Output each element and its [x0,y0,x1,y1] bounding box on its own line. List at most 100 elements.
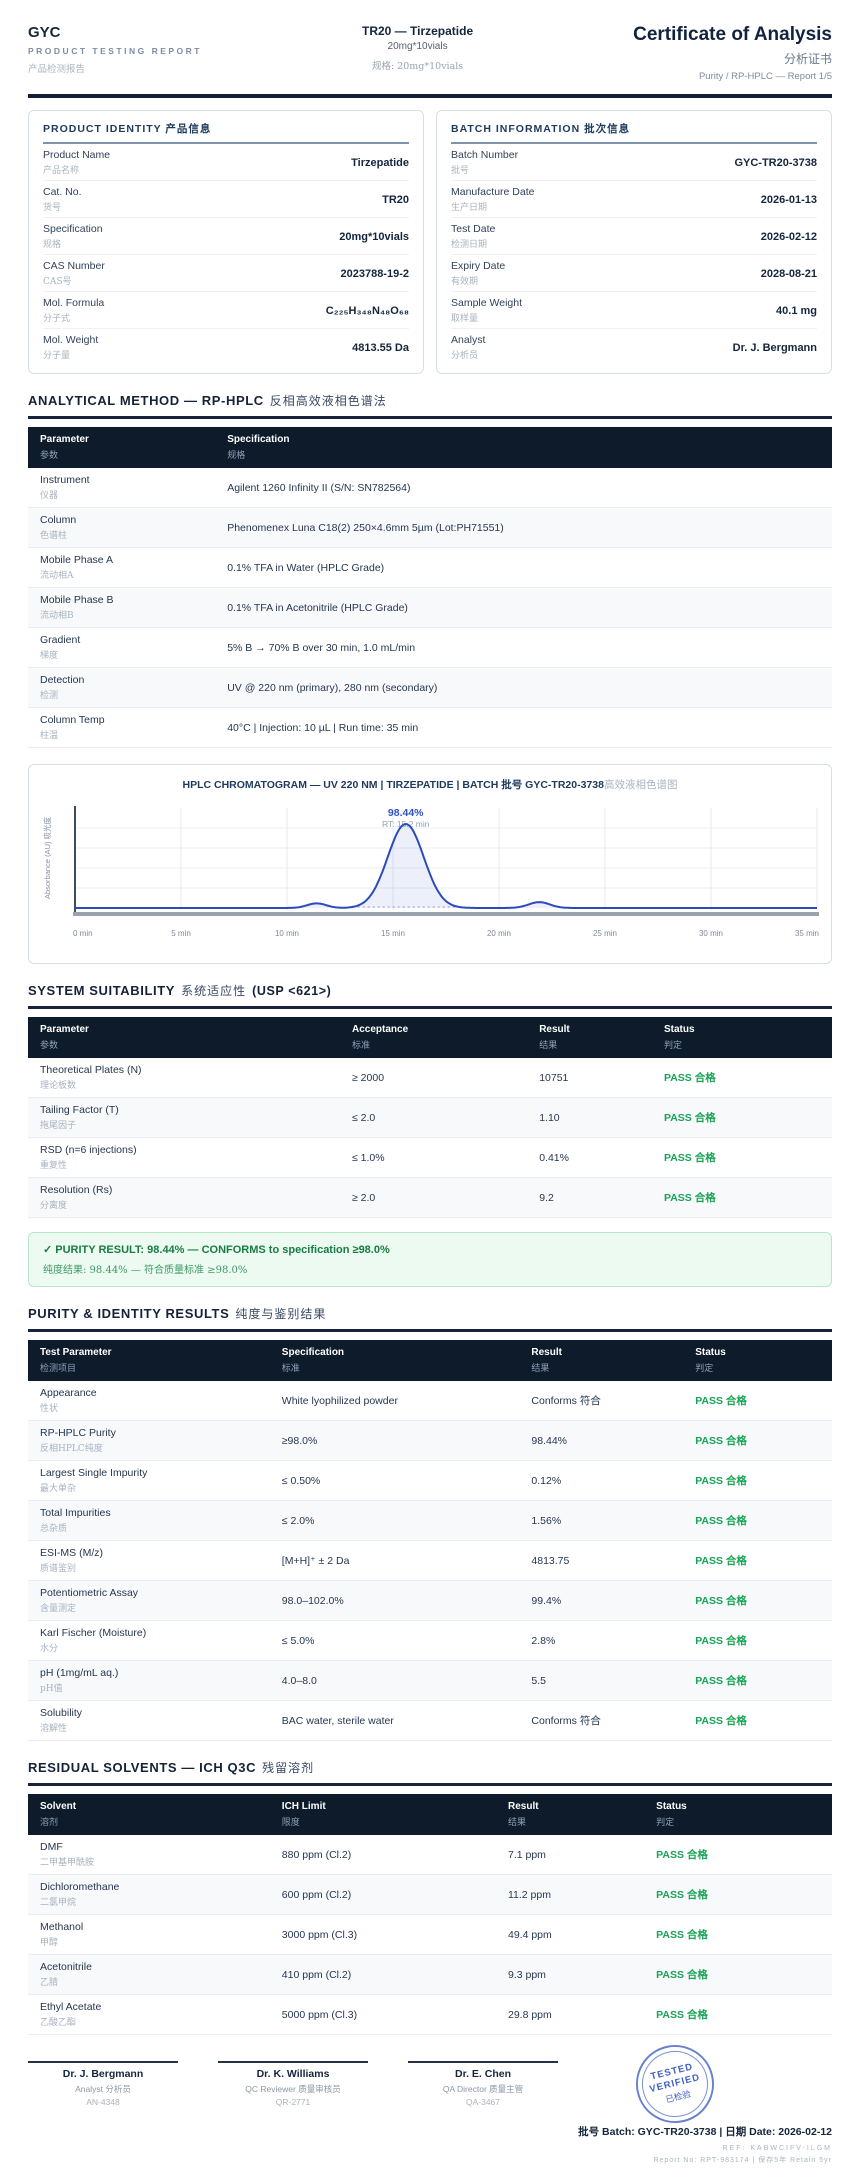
info-labels: Mol. Weight 分子量 [43,334,98,361]
row-parameter: Mobile Phase B [40,594,114,606]
row-status: PASS 合格 [695,1635,747,1647]
chromatogram-svg: Absorbance (AU) 吸光度 0 min 5 min 10 min 15 mi… [42,806,819,938]
info-value: 2026-02-12 [760,230,817,243]
method-col-parameter: Parameter 参数 [40,434,89,460]
info-label: Sample Weight [451,297,523,309]
row-parameter-zh: 柱温 [40,731,59,741]
row-specification: 0.1% TFA in Acetonitrile (HPLC Grade) [227,601,408,614]
table-row: Ethyl Acetate 乙酸乙酯 5000 ppm (Cl.3) 29.8 … [28,1995,832,2035]
row-status: PASS 合格 [656,2009,708,2021]
row-result: 49.4 ppm [507,1928,552,1941]
table-row: Mobile Phase B 流动相B 0.1% TFA in Acetonit… [28,588,832,628]
info-label-zh: 分析员 [451,351,479,361]
row-specification: ≥98.0% [281,1434,318,1447]
signer-role: QC Reviewer 质量审核员 [245,2084,341,2094]
info-row: CAS Number CAS号 2023788-19-2 [43,255,409,292]
table-row: RSD (n=6 injections) 重复性 ≤ 1.0% 0.41% PA… [28,1138,832,1178]
section-rule [28,1006,832,1009]
purity-results-section: PURITY & IDENTITY RESULTS 纯度与鉴别结果 Test Pa… [28,1305,832,1741]
row-status: PASS 合格 [663,1192,716,1204]
info-labels: Specification 规格 [43,223,103,250]
row-parameter-zh: 重复性 [40,1161,68,1171]
chromatogram-card: HPLC CHROMATOGRAM — UV 220 NM | TIRZEPAT… [28,764,832,964]
row-result: 7.1 ppm [507,1848,546,1861]
table-row: ESI-MS (M/z) 质谱鉴别 [M+H]⁺ ± 2 Da 4813.75 … [28,1541,832,1581]
row-status: PASS 合格 [695,1675,747,1687]
footer-meta: 批号 Batch: GYC-TR20-3738 | 日期 Date: 2026-… [578,2124,832,2165]
row-solvent: Methanol [40,1921,84,1933]
signer-name: Dr. E. Chen [454,2068,511,2080]
info-label: Analyst [451,334,486,346]
row-result: 1.56% [531,1514,562,1527]
signer-role: Analyst 分析员 [75,2084,131,2094]
row-parameter-zh: 质谱鉴别 [40,1564,77,1574]
table-row: Gradient 梯度 5% B → 70% B over 30 min, 1.… [28,628,832,668]
signer-id: QA-3467 [465,2097,501,2107]
batch-information-title: BATCH INFORMATION 批次信息 [451,121,817,144]
row-specification: 40°C | Injection: 10 µL | Run time: 35 m… [227,721,419,734]
row-parameter-zh: 检测 [40,691,59,701]
analytical-method-title: ANALYTICAL METHOD — RP-HPLC [28,393,264,408]
info-label-zh: 分子量 [43,351,71,361]
product-identity-title: PRODUCT IDENTITY 产品信息 [43,121,409,144]
info-label: Mol. Formula [43,297,105,309]
row-result: 1.10 [539,1111,560,1124]
row-parameter: Largest Single Impurity [40,1467,148,1479]
row-result: 99.4% [531,1594,562,1607]
doc-title-block: Certificate of Analysis 分析证书 Purity / RP… [633,24,832,82]
row-result: 11.2 ppm [507,1888,551,1901]
info-label: Manufacture Date [451,186,535,198]
info-label-zh: CAS号 [43,277,72,287]
row-parameter-zh: 性状 [40,1404,59,1414]
row-limit: 410 ppm (Cl.2) [281,1968,352,1981]
svg-text:25 min: 25 min [593,929,617,938]
info-value: TR20 [382,193,409,206]
info-row: Batch Number 批号 GYC-TR20-3738 [451,144,817,181]
row-acceptance: ≥ 2.0 [352,1191,376,1204]
table-row: Detection 检测 UV @ 220 nm (primary), 280 … [28,668,832,708]
header-divider [28,94,832,98]
info-label-zh: 规格 [43,240,62,250]
row-solvent: Acetonitrile [40,1961,92,1973]
row-parameter: Resolution (Rs) [40,1184,113,1196]
row-parameter-zh: 水分 [40,1644,59,1654]
info-value: 4813.55 Da [352,341,409,354]
info-row: Analyst 分析员 Dr. J. Bergmann [451,329,817,365]
row-solvent-zh: 乙酸乙酯 [40,2018,77,2028]
table-row: RP-HPLC Purity 反相HPLC纯度 ≥98.0% 98.44% PA… [28,1421,832,1461]
residual-table-body: DMF 二甲基甲酰胺 880 ppm (Cl.2) 7.1 ppm PASS 合… [28,1835,832,2035]
table-row: Karl Fischer (Moisture) 水分 ≤ 5.0% 2.8% P… [28,1621,832,1661]
row-result: 4813.75 [531,1554,570,1567]
row-parameter-zh: 含量测定 [40,1604,77,1614]
info-label-zh: 检测日期 [451,240,488,250]
signer-name: Dr. J. Bergmann [62,2068,144,2080]
row-parameter-zh: 梯度 [40,651,59,661]
row-status: PASS 合格 [695,1475,747,1487]
info-label-zh: 取样量 [451,314,479,324]
row-specification: 4.0–8.0 [281,1674,317,1687]
row-parameter-zh: 分离度 [40,1201,68,1211]
signer-id: QR-2771 [275,2097,311,2107]
purity-result-banner: ✓ PURITY RESULT: 98.44% — CONFORMS to sp… [28,1232,832,1287]
chromatogram-title: HPLC CHROMATOGRAM — UV 220 NM | TIRZEPAT… [182,779,678,791]
row-parameter-zh: 仪器 [40,491,59,501]
signature-block: Dr. K. Williams QC Reviewer 质量审核员 QR-277… [218,2061,368,2107]
row-result: 5.5 [531,1674,546,1687]
row-specification: 98.0–102.0% [281,1594,344,1607]
product-spec-zh: 规格: 20mg*10vials [371,61,464,72]
table-row: Largest Single Impurity 最大单杂 ≤ 0.50% 0.1… [28,1461,832,1501]
doc-title-zh: 分析证书 [783,52,832,66]
section-rule [28,1329,832,1332]
info-labels: Mol. Formula 分子式 [43,297,104,324]
info-labels: Manufacture Date 生产日期 [451,186,534,213]
table-row: Mobile Phase A 流动相A 0.1% TFA in Water (H… [28,548,832,588]
row-parameter: Solubility [40,1707,83,1719]
info-value: 2028-08-21 [760,267,817,280]
table-row: Tailing Factor (T) 拖尾因子 ≤ 2.0 1.10 PASS … [28,1098,832,1138]
info-value: GYC-TR20-3738 [734,156,817,169]
residual-table-header: Solvent 溶剂 ICH Limit 限度 Result 结果 Status 判定 [28,1794,832,1835]
system-table-header: Parameter 参数 Acceptance 标准 Result 结果 Status… [28,1017,832,1058]
footer-ref: REF: KABWCIFV-ILGM [722,2145,832,2152]
info-row: Sample Weight 取样量 40.1 mg [451,292,817,329]
table-row: Dichloromethane 二氯甲烷 600 ppm (Cl.2) 11.2… [28,1875,832,1915]
